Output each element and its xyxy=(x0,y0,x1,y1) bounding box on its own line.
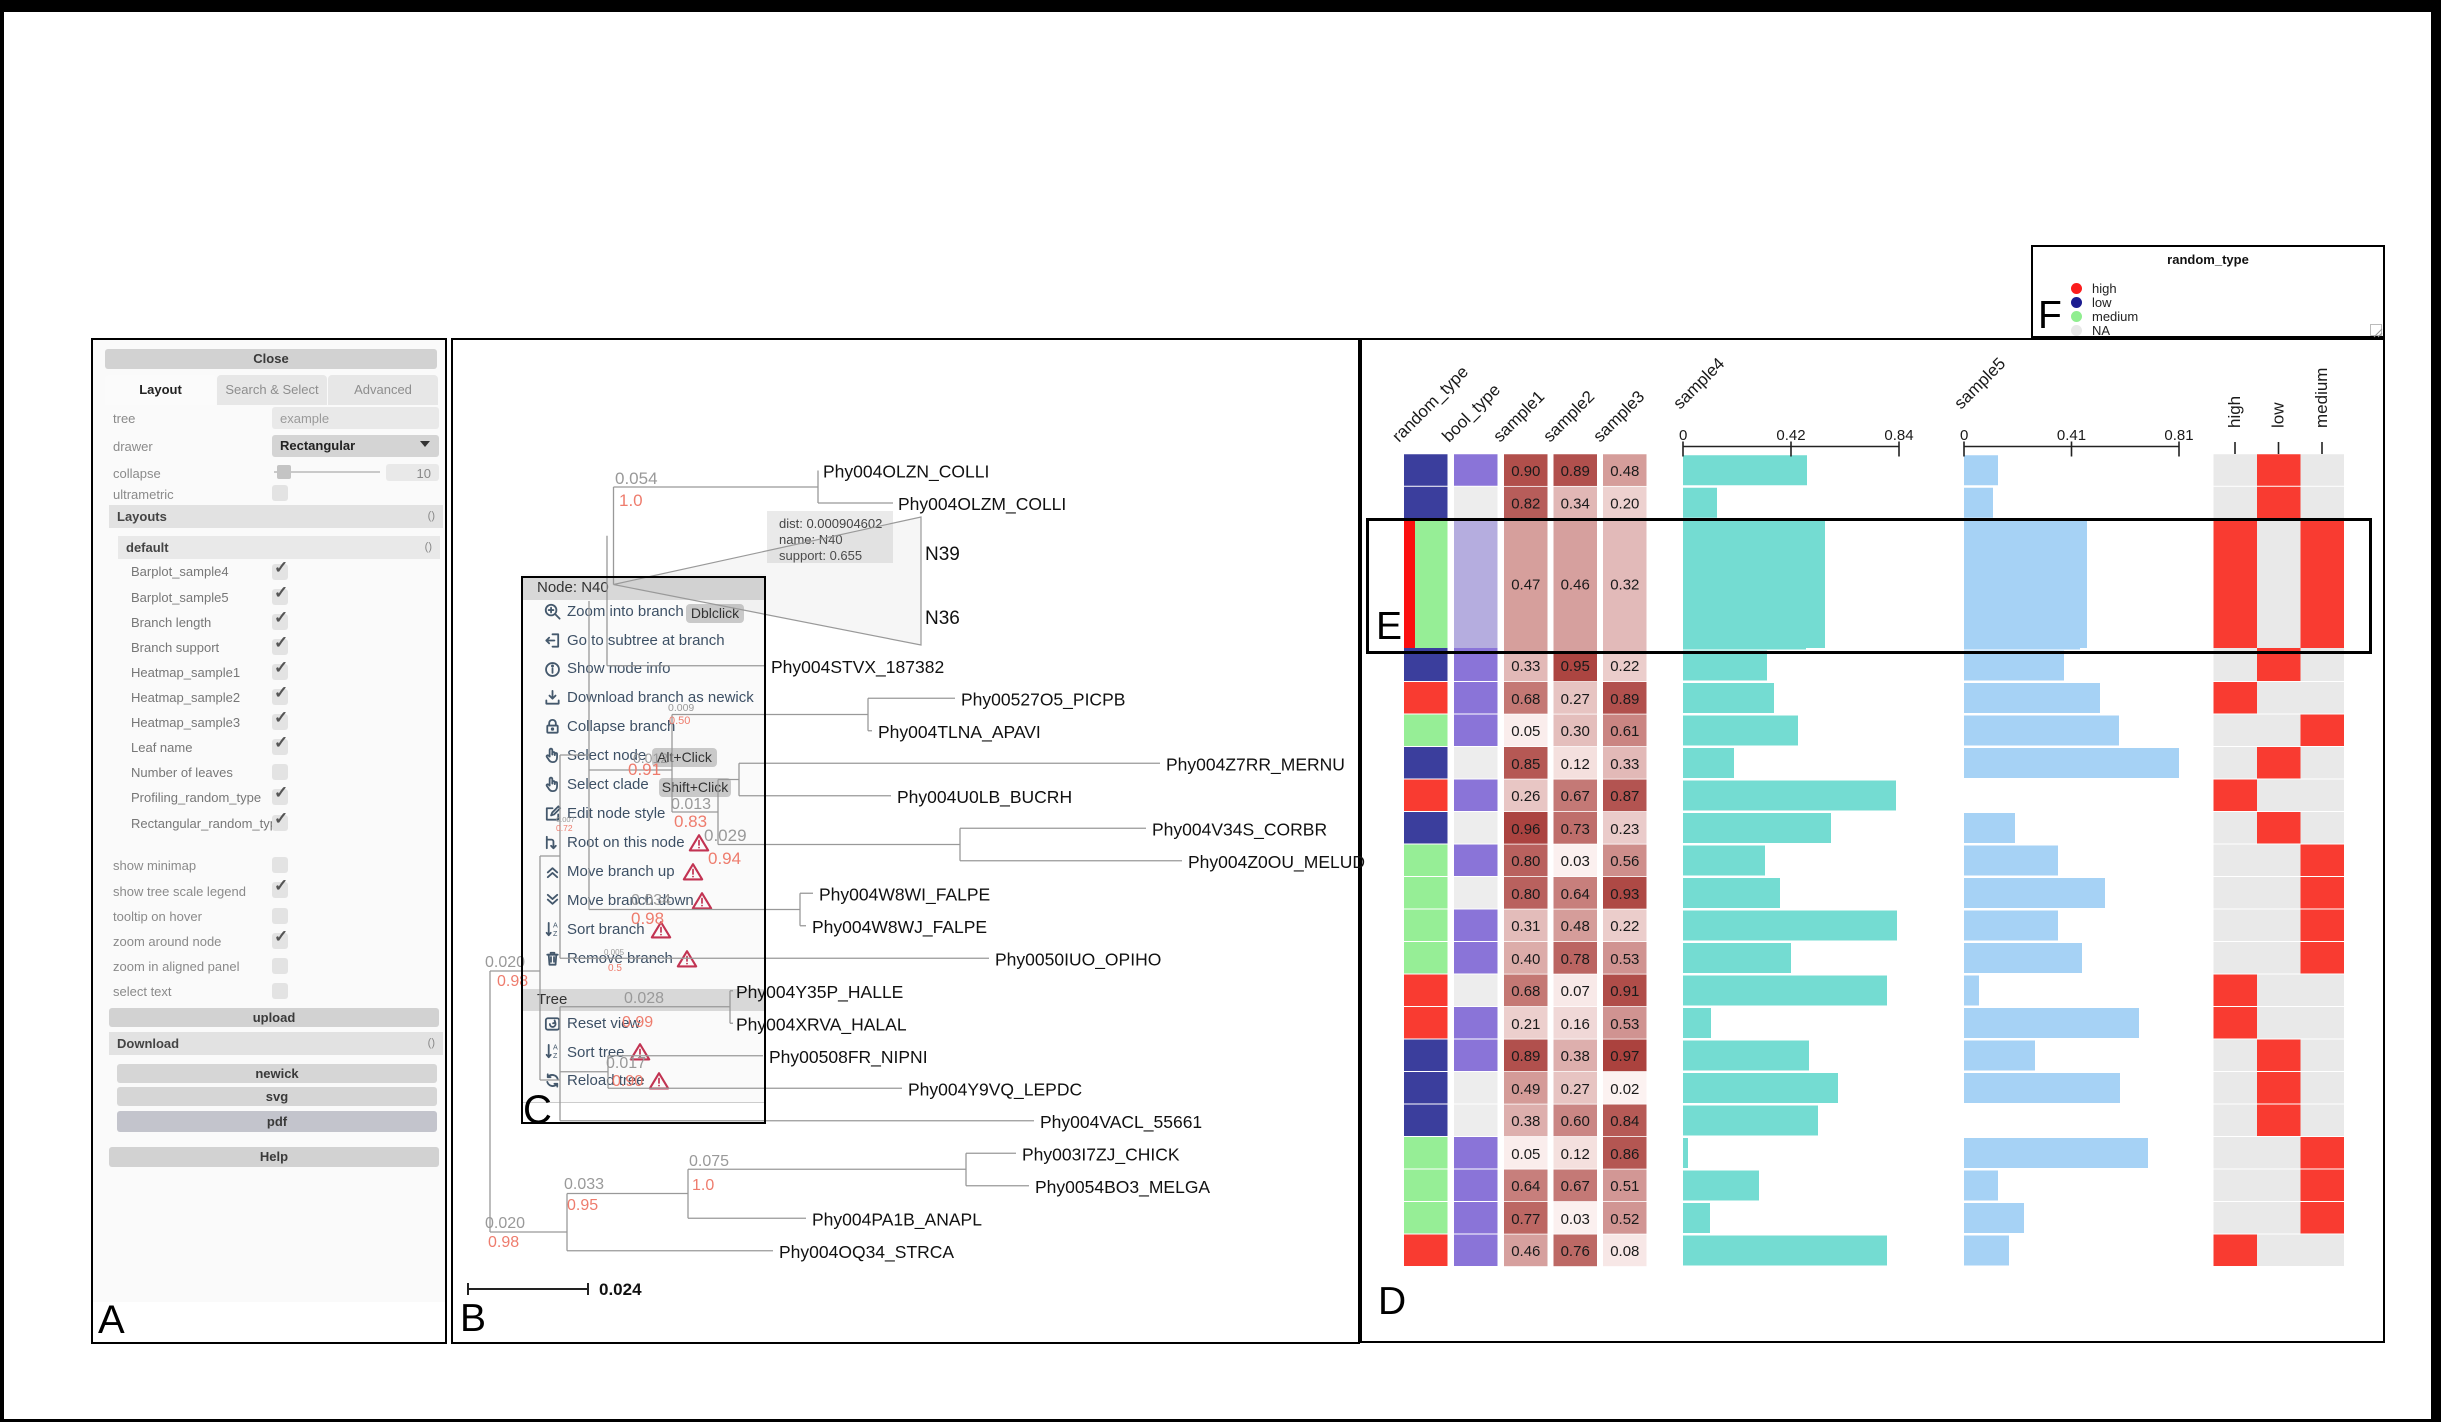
svg-text:0.12: 0.12 xyxy=(1561,756,1590,773)
svg-text:0.20: 0.20 xyxy=(1610,496,1639,513)
svg-text:0.21: 0.21 xyxy=(1511,1016,1540,1033)
svg-text:0: 0 xyxy=(1679,427,1687,444)
svg-text:0.67: 0.67 xyxy=(1561,788,1590,805)
svg-text:0.84: 0.84 xyxy=(1884,427,1913,444)
svg-text:0.95: 0.95 xyxy=(1561,658,1590,675)
svg-text:0.27: 0.27 xyxy=(1561,1081,1590,1098)
svg-text:0.08: 0.08 xyxy=(1610,1243,1639,1260)
svg-text:0.87: 0.87 xyxy=(1610,788,1639,805)
svg-text:0.46: 0.46 xyxy=(1561,577,1590,594)
svg-text:sample3: sample3 xyxy=(1589,387,1648,446)
svg-text:0.67: 0.67 xyxy=(1561,1178,1590,1195)
svg-text:0.78: 0.78 xyxy=(1561,951,1590,968)
svg-text:0.02: 0.02 xyxy=(1610,1081,1639,1098)
svg-text:medium: medium xyxy=(2312,368,2331,428)
svg-text:0.32: 0.32 xyxy=(1610,577,1639,594)
svg-text:0: 0 xyxy=(1960,427,1968,444)
svg-text:0.22: 0.22 xyxy=(1610,918,1639,935)
svg-text:0.56: 0.56 xyxy=(1610,853,1639,870)
svg-text:0.77: 0.77 xyxy=(1511,1211,1540,1228)
svg-text:0.53: 0.53 xyxy=(1610,951,1639,968)
svg-text:0.51: 0.51 xyxy=(1610,1178,1639,1195)
svg-text:Z: Z xyxy=(553,930,558,938)
svg-text:0.49: 0.49 xyxy=(1511,1081,1540,1098)
svg-text:0.23: 0.23 xyxy=(1610,821,1639,838)
svg-text:0.42: 0.42 xyxy=(1776,427,1805,444)
svg-text:0.03: 0.03 xyxy=(1561,1211,1590,1228)
svg-text:0.07: 0.07 xyxy=(1561,983,1590,1000)
svg-text:0.22: 0.22 xyxy=(1610,658,1639,675)
svg-text:0.27: 0.27 xyxy=(1561,691,1590,708)
svg-text:0.33: 0.33 xyxy=(1511,658,1540,675)
svg-text:0.48: 0.48 xyxy=(1561,918,1590,935)
svg-text:0.85: 0.85 xyxy=(1511,756,1540,773)
svg-text:0.76: 0.76 xyxy=(1561,1243,1590,1260)
svg-text:low: low xyxy=(2269,402,2288,428)
svg-text:0.80: 0.80 xyxy=(1511,886,1540,903)
svg-text:0.38: 0.38 xyxy=(1561,1048,1590,1065)
svg-text:0.26: 0.26 xyxy=(1511,788,1540,805)
svg-text:0.34: 0.34 xyxy=(1561,496,1590,513)
svg-text:0.31: 0.31 xyxy=(1511,918,1540,935)
svg-text:A: A xyxy=(553,922,558,930)
svg-text:0.41: 0.41 xyxy=(2057,427,2086,444)
svg-text:0.05: 0.05 xyxy=(1511,723,1540,740)
svg-text:0.68: 0.68 xyxy=(1511,691,1540,708)
svg-text:0.91: 0.91 xyxy=(1610,983,1639,1000)
svg-text:0.53: 0.53 xyxy=(1610,1016,1639,1033)
svg-text:0.84: 0.84 xyxy=(1610,1113,1639,1130)
svg-text:sample2: sample2 xyxy=(1539,387,1598,446)
svg-text:0.47: 0.47 xyxy=(1511,577,1540,594)
svg-text:high: high xyxy=(2225,396,2244,428)
svg-text:0.96: 0.96 xyxy=(1511,821,1540,838)
svg-text:0.81: 0.81 xyxy=(2164,427,2193,444)
svg-text:0.16: 0.16 xyxy=(1561,1016,1590,1033)
svg-text:0.64: 0.64 xyxy=(1561,886,1590,903)
svg-text:0.52: 0.52 xyxy=(1610,1211,1639,1228)
svg-text:0.86: 0.86 xyxy=(1610,1146,1639,1163)
svg-text:0.40: 0.40 xyxy=(1511,951,1540,968)
svg-text:0.33: 0.33 xyxy=(1610,756,1639,773)
svg-text:0.48: 0.48 xyxy=(1610,463,1639,480)
svg-text:0.97: 0.97 xyxy=(1610,1048,1639,1065)
svg-text:0.68: 0.68 xyxy=(1511,983,1540,1000)
svg-text:0.05: 0.05 xyxy=(1511,1146,1540,1163)
svg-text:0.61: 0.61 xyxy=(1610,723,1639,740)
svg-text:0.93: 0.93 xyxy=(1610,886,1639,903)
svg-text:0.60: 0.60 xyxy=(1561,1113,1590,1130)
svg-text:A: A xyxy=(553,1044,558,1052)
svg-text:Z: Z xyxy=(553,1052,558,1060)
svg-text:0.89: 0.89 xyxy=(1561,463,1590,480)
svg-text:0.03: 0.03 xyxy=(1561,853,1590,870)
svg-text:0.82: 0.82 xyxy=(1511,496,1540,513)
svg-text:0.89: 0.89 xyxy=(1511,1048,1540,1065)
svg-text:0.38: 0.38 xyxy=(1511,1113,1540,1130)
svg-text:0.90: 0.90 xyxy=(1511,463,1540,480)
svg-text:0.73: 0.73 xyxy=(1561,821,1590,838)
svg-text:0.12: 0.12 xyxy=(1561,1146,1590,1163)
svg-text:0.46: 0.46 xyxy=(1511,1243,1540,1260)
svg-text:sample5: sample5 xyxy=(1950,354,2009,413)
svg-text:0.80: 0.80 xyxy=(1511,853,1540,870)
svg-text:0.64: 0.64 xyxy=(1511,1178,1540,1195)
svg-text:sample4: sample4 xyxy=(1669,354,1728,413)
svg-text:0.89: 0.89 xyxy=(1610,691,1639,708)
svg-text:0.30: 0.30 xyxy=(1561,723,1590,740)
